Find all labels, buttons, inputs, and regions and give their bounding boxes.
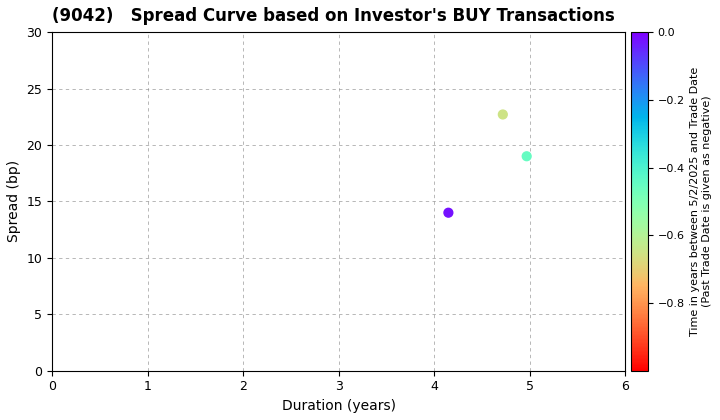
Y-axis label: Spread (bp): Spread (bp) — [7, 160, 21, 242]
X-axis label: Duration (years): Duration (years) — [282, 399, 395, 413]
Text: (9042)   Spread Curve based on Investor's BUY Transactions: (9042) Spread Curve based on Investor's … — [52, 7, 615, 25]
Point — [521, 153, 533, 160]
Point — [497, 111, 508, 118]
Y-axis label: Time in years between 5/2/2025 and Trade Date
(Past Trade Date is given as negat: Time in years between 5/2/2025 and Trade… — [690, 67, 712, 336]
Point — [443, 209, 454, 216]
